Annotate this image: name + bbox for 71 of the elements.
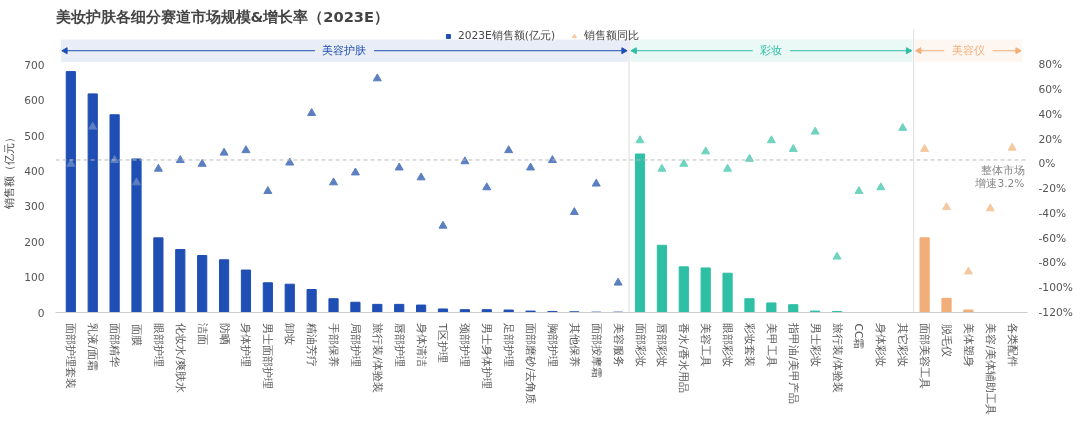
y2-tick-label: -100% <box>1038 281 1073 295</box>
y-tick-label: 500 <box>24 129 45 143</box>
x-tick-label: 乳液/面霜 <box>86 323 100 372</box>
y2-tick-label: 80% <box>1038 58 1063 72</box>
x-tick-label: 美容工具 <box>699 323 713 368</box>
x-tick-label: 身体护理 <box>239 323 253 368</box>
band-label: 美容仪 <box>951 44 985 58</box>
x-tick-label: 唇部护理 <box>392 323 406 368</box>
x-tick-label: 面部护理套装 <box>64 323 78 390</box>
y-tick-label: 0 <box>37 306 45 320</box>
x-tick-label: 化妆水/爽肤水 <box>173 323 187 394</box>
x-tick-label: 男士面部护理 <box>261 323 275 390</box>
legend-label: 销售额同比 <box>584 29 640 43</box>
y2-tick-label: -20% <box>1038 182 1067 196</box>
y2-tick-label: 60% <box>1038 83 1063 97</box>
x-tick-label: 男士身体护理 <box>480 323 494 390</box>
x-tick-label: 面部精华 <box>108 323 122 368</box>
band-label: 彩妆 <box>760 44 783 58</box>
x-tick-label: 脱毛仪 <box>940 323 953 357</box>
x-tick-label: 旅行装/体验装 <box>370 323 384 394</box>
x-tick-label: 卸妆 <box>283 323 297 346</box>
x-tick-label: 面部磨砂/去角质 <box>524 323 538 405</box>
x-tick-label: 手部保养 <box>327 323 341 368</box>
x-tick-label: 美容服务 <box>611 323 625 368</box>
x-tick-label: 防晒 <box>217 323 231 346</box>
x-tick-label: 身体清洁 <box>414 323 428 368</box>
x-tick-label: 胸部护理 <box>545 323 559 368</box>
x-tick-label: 其它彩妆 <box>896 323 910 368</box>
x-tick-label: 局部护理 <box>348 323 362 368</box>
y-tick-label: 700 <box>24 58 45 72</box>
x-tick-label: 精油芳疗 <box>305 323 319 368</box>
x-tick-label: 面部彩妆 <box>633 323 647 368</box>
x-tick-label: CC霜 <box>852 323 866 350</box>
y-tick-label: 100 <box>24 271 45 285</box>
x-tick-label: 面部按摩霜 <box>589 323 603 379</box>
x-tick-label: 美甲工具 <box>764 323 778 368</box>
x-tick-label: 其他保养 <box>567 323 581 368</box>
x-tick-label: 男士彩妆 <box>808 323 822 368</box>
chart-title: 美妆护肤各细分赛道市场规模&增长率（2023E） <box>54 7 390 25</box>
legend-label: 2023E销售额(亿元) <box>457 29 556 43</box>
y2-tick-label: -80% <box>1038 256 1067 270</box>
y2-tick-label: 40% <box>1038 107 1063 121</box>
x-tick-label: 洁面 <box>195 323 209 346</box>
y-tick-label: 300 <box>24 200 45 214</box>
y-axis-title: 销售额（亿元） <box>3 132 17 211</box>
x-tick-label: 足部护理 <box>502 323 516 368</box>
y2-tick-label: -40% <box>1038 206 1067 220</box>
x-tick-label: 唇部彩妆 <box>655 323 669 368</box>
x-tick-label: 彩妆套装 <box>742 323 756 368</box>
x-tick-label: 指甲油/美甲产品 <box>786 322 800 405</box>
y-tick-label: 600 <box>24 94 45 108</box>
band-label: 美容护肤 <box>322 44 367 58</box>
y2-tick-label: 0% <box>1038 157 1056 171</box>
x-tick-label: 眼部护理 <box>151 323 165 368</box>
x-tick-label: T区护理 <box>436 322 450 364</box>
ref-line-label: 整体市场增速3.2% <box>974 163 1025 190</box>
x-tick-label: 美体塑身 <box>961 323 975 368</box>
x-tick-label: 各类配件 <box>1005 323 1019 368</box>
x-tick-label: 旅行装/体验装 <box>830 323 844 394</box>
x-tick-label: 香水/香水用品 <box>677 323 691 394</box>
y2-tick-label: 20% <box>1038 132 1063 146</box>
x-tick-label: 面部美容工具 <box>918 323 932 390</box>
y-tick-label: 200 <box>24 235 45 249</box>
x-tick-label: 眼部彩妆 <box>721 323 735 368</box>
y-tick-label: 400 <box>24 165 45 178</box>
x-tick-label: 身体彩妆 <box>874 323 888 368</box>
x-tick-label: 颈部护理 <box>458 323 472 368</box>
x-tick-label: 面膜 <box>130 323 143 346</box>
y2-tick-label: -120% <box>1038 306 1073 319</box>
y2-tick-label: -60% <box>1038 231 1067 245</box>
x-tick-label: 美容/美体辅助工具 <box>983 323 997 416</box>
